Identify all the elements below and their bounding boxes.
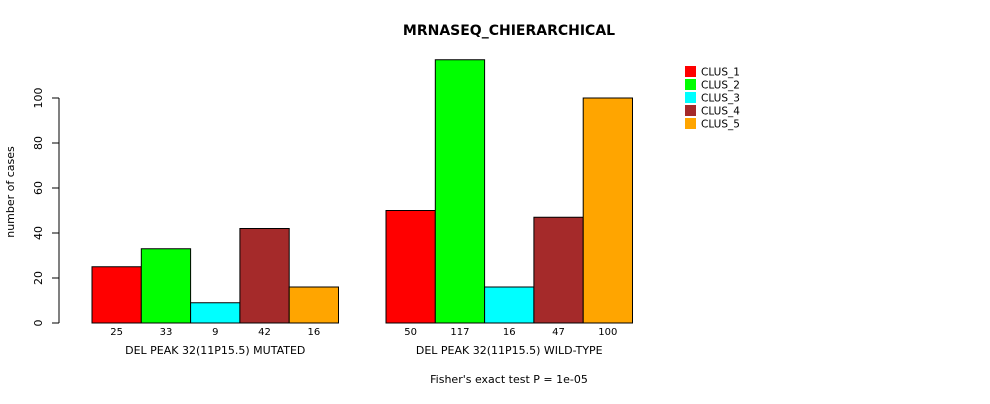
bar [91,266,142,324]
legend-label: CLUS_5 [701,119,740,131]
legend-label: CLUS_4 [701,106,740,118]
bar-value-label: 16 [307,327,320,338]
bar [190,302,241,324]
y-tick-label: 20 [32,271,45,285]
y-tick-label: 60 [32,181,45,195]
bar-value-label: 117 [450,327,469,338]
bars-layer [91,59,634,324]
bar-value-label: 33 [160,327,173,338]
bar [385,210,436,324]
bar [582,97,634,324]
bar-value-label: 100 [598,327,617,338]
chart-title: MRNASEQ_CHIERARCHICAL [403,23,615,39]
bar-value-label: 47 [552,327,565,338]
bar-value-label: 50 [404,327,417,338]
bar-value-label: 25 [110,327,123,338]
bar [434,59,486,324]
bar [484,286,535,324]
bar [288,286,340,324]
legend-swatch [685,105,696,116]
legend-swatch [685,66,696,77]
group-label: DEL PEAK 32(11P15.5) WILD-TYPE [416,344,603,357]
y-tick-label: 80 [32,136,45,150]
legend-label: CLUS_2 [701,80,740,92]
bar [239,228,290,324]
legend-label: CLUS_1 [701,67,740,79]
bar-value-label: 9 [212,327,218,338]
legend-swatch [685,79,696,90]
y-axis-label: number of cases [4,146,17,238]
y-axis: 0 20 40 60 80 100 [32,88,60,327]
group-label: DEL PEAK 32(11P15.5) MUTATED [125,344,305,357]
x-axis-label: Fisher's exact test P = 1e-05 [430,373,588,386]
legend-swatch [685,118,696,129]
y-tick-label: 100 [32,88,45,109]
bar-value-label: 42 [258,327,271,338]
bar-value-label: 16 [503,327,516,338]
bar [533,216,584,324]
y-tick-label: 40 [32,226,45,240]
legend-label: CLUS_3 [701,93,740,105]
legend-swatch [685,92,696,103]
y-tick-label: 0 [32,320,45,327]
bar [140,248,192,324]
